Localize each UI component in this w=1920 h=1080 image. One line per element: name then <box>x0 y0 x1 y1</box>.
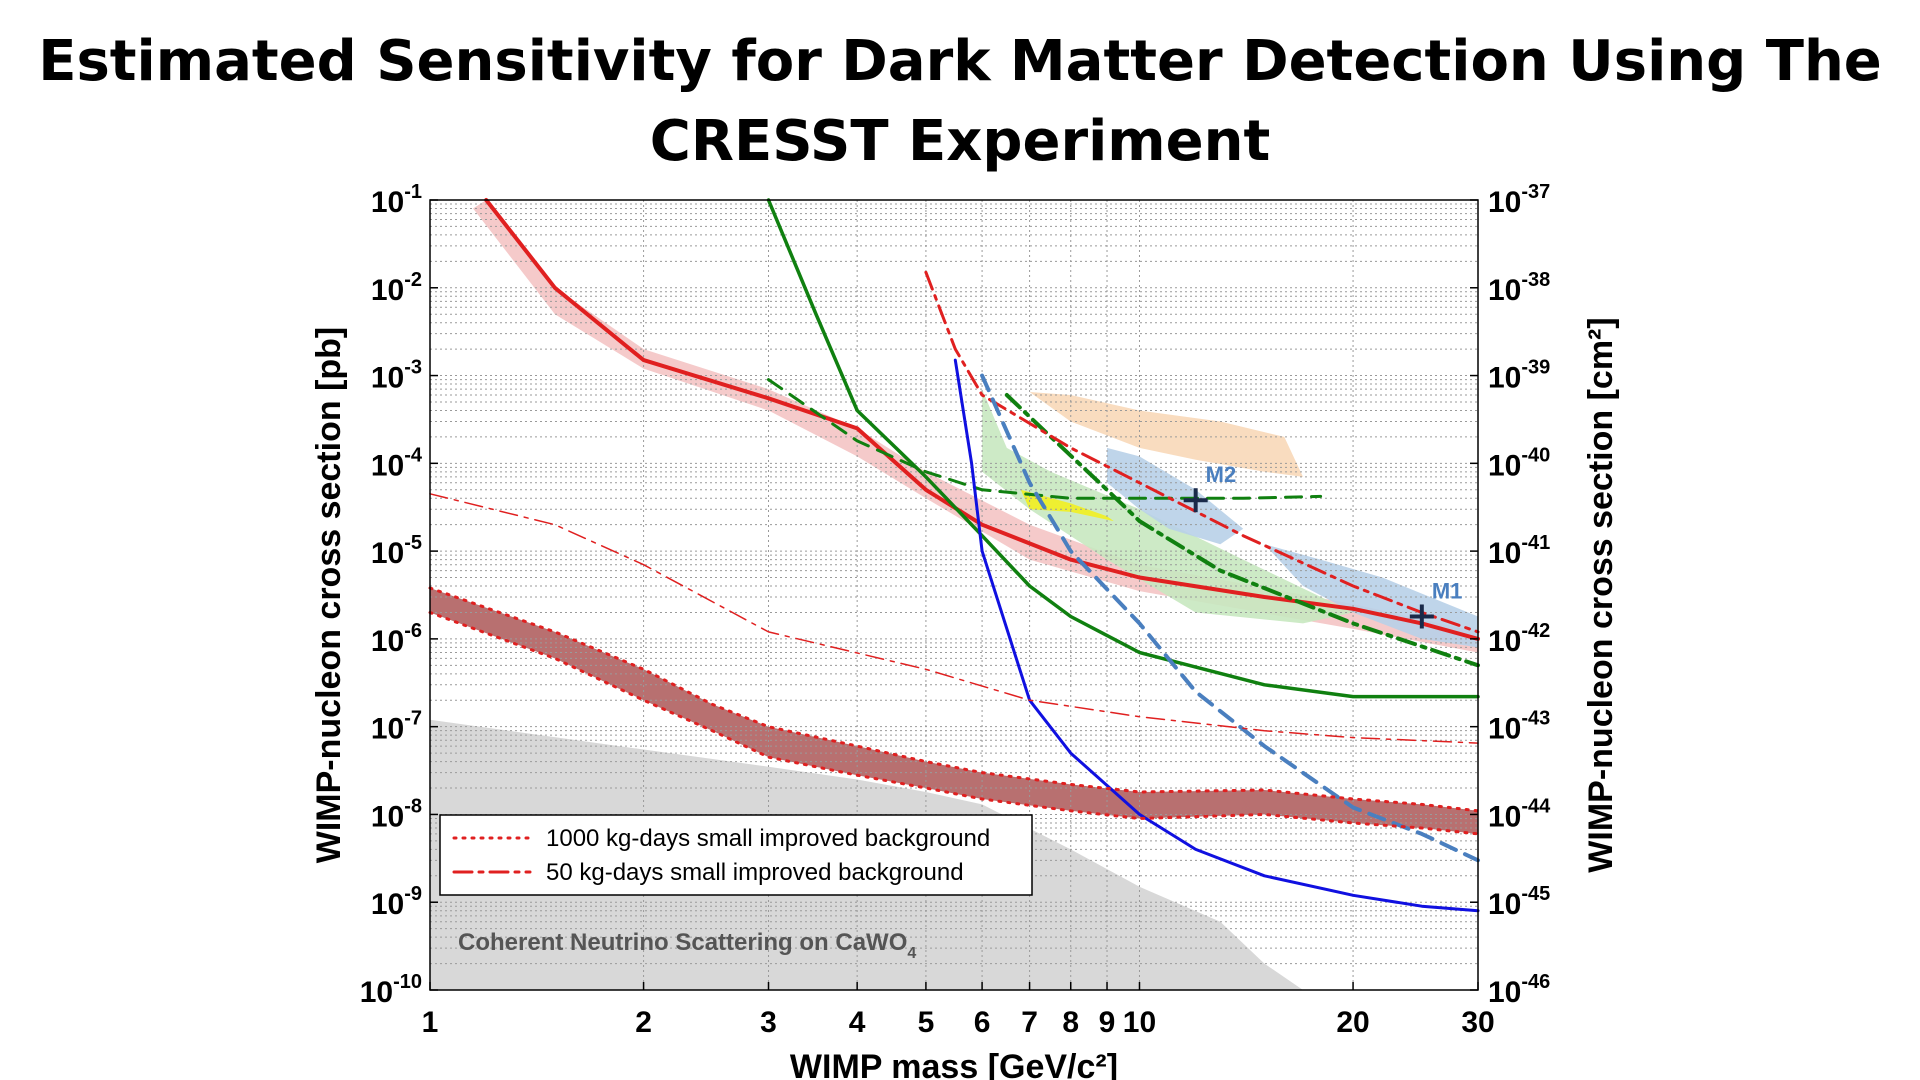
series-line-4 <box>924 270 1480 634</box>
markers-layer: M1 M2 <box>1183 462 1463 629</box>
marker-label-m2: M2 <box>1206 462 1237 487</box>
y-tick-label-right: 10-45 <box>1488 883 1550 921</box>
plot-frame <box>429 199 1479 991</box>
y-tick-label-right: 10-39 <box>1488 357 1550 395</box>
y-tick-label-left: 10-3 <box>371 357 422 395</box>
axes-layer: 1 2 3 4 5 6 7 8 9 10 20 30 10-1 10-2 10-3 10-4 10-5 10-6 1… <box>310 181 1620 1080</box>
series-line-7 <box>429 493 1479 744</box>
series-line-9 <box>428 611 1480 836</box>
y-tick-label-right: 10-42 <box>1488 620 1550 658</box>
legend-label-1: 50 kg-days small improved background <box>546 859 964 886</box>
regions-layer <box>430 200 1479 990</box>
series-line-0 <box>484 198 1480 641</box>
y-tick-label-right: 10-43 <box>1488 708 1550 746</box>
legend-label-0: 1000 kg-days small improved background <box>546 825 990 852</box>
y-tick-label-left: 10-2 <box>371 269 422 307</box>
x-axis-label: WIMP mass [GeV/c²] <box>790 1048 1118 1080</box>
y-tick-label-right: 10-40 <box>1488 444 1550 482</box>
chart-title: Estimated Sensitivity for Dark Matter De… <box>38 29 1882 174</box>
x-tick-label: 20 <box>1336 1006 1369 1039</box>
y-tick-label-left: 10-4 <box>371 444 423 482</box>
region-4 <box>1029 392 1303 477</box>
x-tick-label: 5 <box>918 1006 935 1039</box>
legend-layer: 1000 kg-days small improved background 50… <box>439 814 1033 896</box>
y-tick-label-left: 10-10 <box>360 971 422 1009</box>
x-tick-label: 8 <box>1062 1006 1079 1039</box>
x-tick-label: 9 <box>1099 1006 1116 1039</box>
series-line-6 <box>980 373 1480 863</box>
marker-label-m1: M1 <box>1432 578 1463 603</box>
y-axis-label-left: WIMP-nucleon cross section [pb] <box>310 327 348 863</box>
series-line-1 <box>766 198 1480 699</box>
x-tick-label: 1 <box>422 1006 439 1039</box>
x-tick-label: 6 <box>974 1006 991 1039</box>
x-tick-label: 7 <box>1021 1006 1038 1039</box>
y-tick-label-left: 10-1 <box>371 181 422 219</box>
series-line-2 <box>767 378 1323 500</box>
legend-box <box>439 814 1033 896</box>
y-tick-label-right: 10-44 <box>1488 795 1551 833</box>
series-layer <box>428 198 1480 913</box>
y-tick-label-left: 10-9 <box>371 883 422 921</box>
x-tick-label: 3 <box>760 1006 777 1039</box>
y-axis-label-right: WIMP-nucleon cross section [cm²] <box>1582 317 1620 872</box>
series-line-5 <box>953 358 1480 913</box>
y-tick-label-left: 10-5 <box>371 532 422 570</box>
y-tick-label-right: 10-46 <box>1488 971 1550 1009</box>
series-line-8 <box>428 586 1480 813</box>
y-tick-label-right: 10-41 <box>1488 532 1550 570</box>
x-tick-label: 10 <box>1123 1006 1156 1039</box>
region-1 <box>430 588 1478 834</box>
y-tick-label-left: 10-7 <box>371 708 422 746</box>
x-tick-label: 4 <box>849 1006 866 1039</box>
y-tick-label-left: 10-6 <box>371 620 422 658</box>
x-tick-label: 30 <box>1461 1006 1494 1039</box>
neutrino-annotation: Coherent Neutrino Scattering on CaWO4 <box>458 929 916 962</box>
y-tick-label-right: 10-38 <box>1488 269 1550 307</box>
y-tick-label-right: 10-37 <box>1488 181 1550 219</box>
y-tick-label-left: 10-8 <box>371 795 422 833</box>
region-7 <box>1020 489 1114 522</box>
x-tick-label: 2 <box>635 1006 652 1039</box>
